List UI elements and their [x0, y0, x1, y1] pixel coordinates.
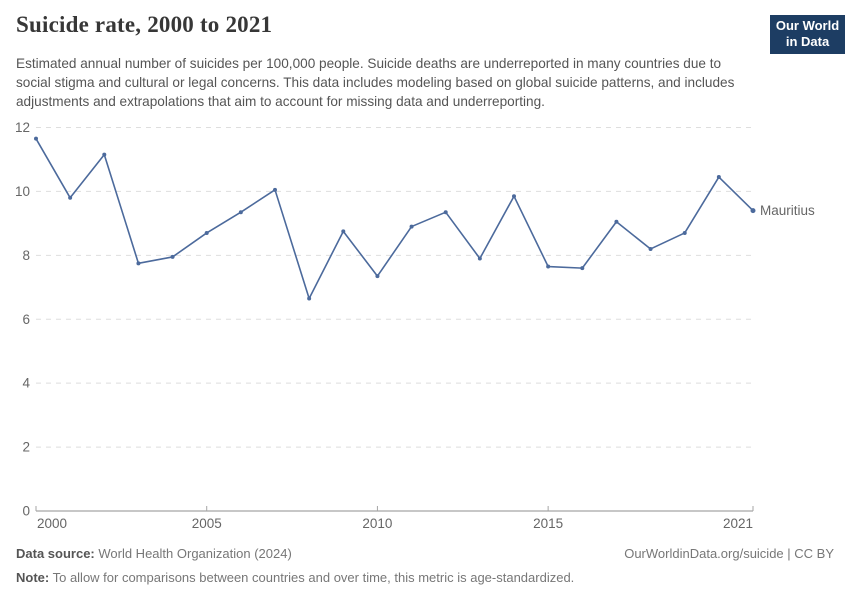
- y-tick-label: 2: [22, 440, 30, 455]
- owid-logo-text: Our World in Data: [770, 15, 845, 54]
- y-tick-label: 12: [15, 120, 30, 135]
- owid-logo-line1: Our World: [775, 18, 840, 33]
- data-point[interactable]: [68, 195, 73, 200]
- data-point[interactable]: [409, 224, 414, 229]
- data-source-line: Data source: World Health Organization (…: [16, 542, 834, 566]
- y-tick-label: 6: [22, 312, 30, 327]
- data-point[interactable]: [204, 230, 209, 235]
- data-point[interactable]: [375, 274, 380, 279]
- data-point[interactable]: [307, 296, 312, 301]
- data-point[interactable]: [614, 219, 619, 224]
- y-tick-label: 4: [22, 376, 30, 391]
- data-point[interactable]: [170, 254, 175, 259]
- note-value: To allow for comparisons between countri…: [49, 570, 575, 585]
- data-source-label: Data source:: [16, 546, 95, 561]
- x-tick-label: 2021: [723, 516, 753, 531]
- series-label[interactable]: Mauritius: [760, 203, 815, 218]
- data-point[interactable]: [648, 246, 653, 251]
- note-label: Note:: [16, 570, 50, 585]
- data-point[interactable]: [477, 256, 482, 261]
- data-point[interactable]: [136, 261, 141, 266]
- x-tick-label: 2010: [362, 516, 392, 531]
- x-tick-label: 2000: [37, 516, 67, 531]
- y-tick-label: 10: [15, 184, 30, 199]
- chart-footer: Data source: World Health Organization (…: [16, 542, 834, 590]
- chart-title: Suicide rate, 2000 to 2021: [16, 12, 273, 37]
- owid-logo: Our World in Data: [770, 12, 845, 54]
- data-point[interactable]: [341, 229, 346, 234]
- data-point[interactable]: [238, 210, 243, 215]
- x-tick-label: 2005: [192, 516, 222, 531]
- data-point[interactable]: [102, 152, 107, 157]
- owid-logo-line2: in Data: [785, 34, 830, 49]
- chart-subtitle: Estimated annual number of suicides per …: [16, 56, 735, 109]
- note-line: Note: To allow for comparisons between c…: [16, 566, 834, 590]
- data-point[interactable]: [34, 136, 38, 141]
- y-tick-label: 0: [22, 504, 30, 519]
- x-tick-label: 2015: [533, 516, 563, 531]
- owid-link[interactable]: OurWorldinData.org/suicide | CC BY: [624, 546, 834, 561]
- data-point[interactable]: [546, 264, 551, 269]
- data-point[interactable]: [273, 187, 277, 192]
- y-tick-label: 8: [22, 248, 30, 263]
- data-point[interactable]: [716, 175, 721, 180]
- data-point[interactable]: [750, 208, 756, 214]
- data-point[interactable]: [443, 210, 448, 215]
- trend-line[interactable]: [35, 138, 754, 300]
- data-point[interactable]: [512, 194, 516, 199]
- data-source-value: World Health Organization (2024): [94, 546, 292, 561]
- data-point[interactable]: [580, 266, 585, 271]
- data-point[interactable]: [682, 230, 687, 235]
